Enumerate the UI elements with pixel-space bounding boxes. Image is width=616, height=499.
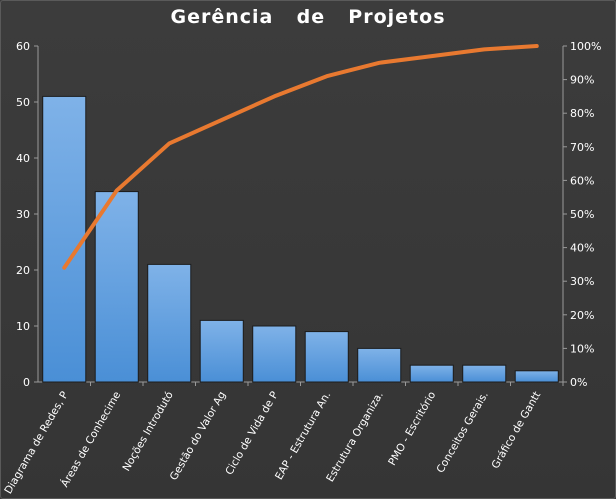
y-tick-label: 20 [16,264,30,277]
bar [304,331,349,383]
bar [514,370,559,383]
y2-tick-label: 0% [570,376,587,389]
bar [462,364,507,383]
x-category-label: Gestão do Valor Ag [168,390,229,483]
bar [199,319,244,383]
y-tick-label: 50 [16,96,30,109]
bars [42,95,559,383]
y2-tick-label: 70% [570,141,594,154]
y2-tick-label: 100% [570,40,601,53]
y-tick-label: 0 [23,376,30,389]
y2-tick-label: 40% [570,242,594,255]
bar [147,263,192,383]
bar [252,325,297,383]
bar [42,95,87,383]
y-tick-label: 10 [16,320,30,333]
x-category-label: Estrutura Organiza. [324,390,386,485]
x-category-label: Noções Introdutó [120,390,175,474]
y2-tick-label: 30% [570,275,594,288]
y2-tick-label: 10% [570,342,594,355]
x-category-label: Áreas de Conhecime [58,389,123,489]
x-category-label: EAP - Estrutura An. [273,390,333,482]
cumulative-percent-line [62,44,539,270]
y2-tick-label: 20% [570,309,594,322]
x-category-label: Ciclo de Vida de P [223,390,281,478]
x-category-label: Conceitos Gerais. [434,390,490,476]
y2-tick-label: 60% [570,174,594,187]
y2-tick-label: 50% [570,208,594,221]
y-tick-label: 60 [16,40,30,53]
axis-labels: 0 10 20 30 40 50 60 0% 10% 20% 30% 40% 50% 60% 70% 80% 9… [2,40,601,496]
bar [357,347,402,383]
bar [409,364,454,383]
y2-tick-label: 80% [570,107,594,120]
cumulative-line [62,44,539,270]
y-tick-label: 30 [16,208,30,221]
chart-title: Gerência de Projetos [170,6,446,28]
bar [94,191,139,383]
x-category-label: Gráfico de Gantt [489,390,543,471]
x-category-label: PMO - Escritório [386,390,438,468]
y2-tick-label: 90% [570,74,594,87]
y-tick-label: 40 [16,152,30,165]
